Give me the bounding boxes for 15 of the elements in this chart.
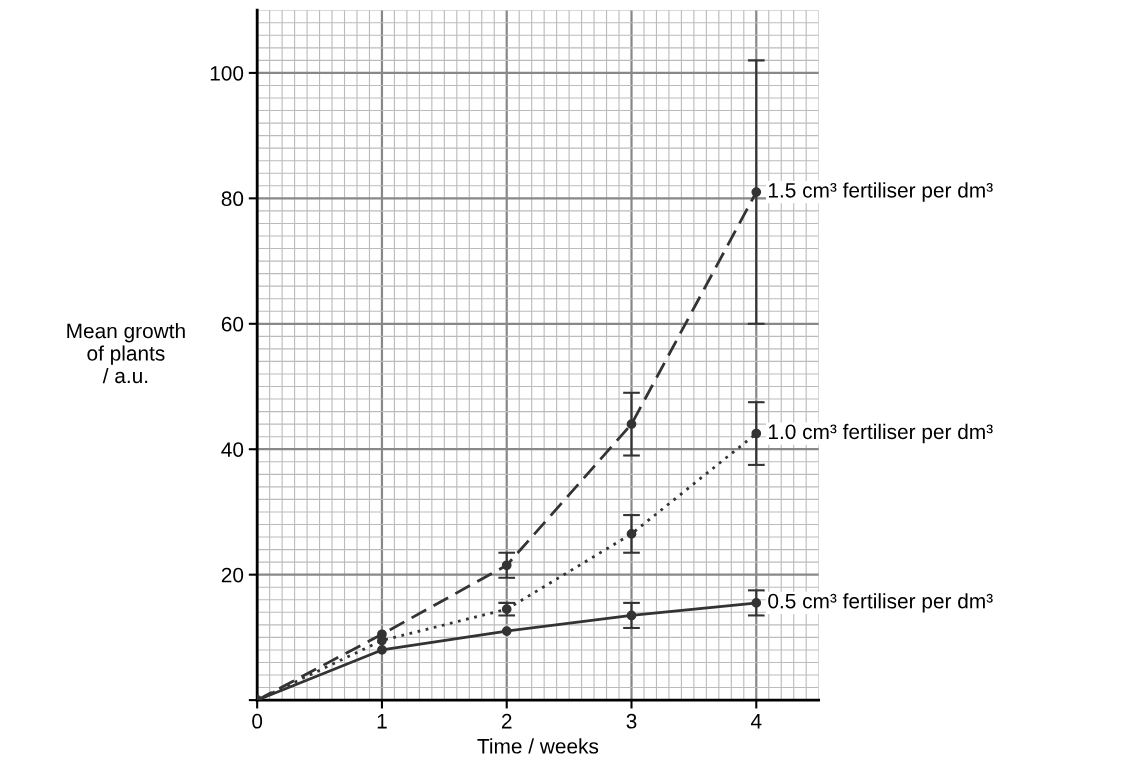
y-axis-title: Mean growth of plants / a.u. <box>67 323 185 384</box>
x-tick-label: 3 <box>626 713 637 729</box>
y-tick-label: 20 <box>221 567 244 583</box>
x-tick-label: 4 <box>750 714 762 729</box>
x-axis-title: Time / weeks <box>477 738 599 754</box>
x-tick-label: 1 <box>377 714 387 729</box>
x-tick-label: 2 <box>501 713 512 729</box>
y-tick-label: 100 <box>210 65 244 81</box>
y-tick-label: 60 <box>221 316 244 332</box>
series-label: 1.0 cm³ fertiliser per dm³ <box>768 423 993 444</box>
series-label: 0.5 cm³ fertiliser per dm³ <box>768 593 993 613</box>
y-tick-label: 80 <box>221 191 244 207</box>
x-tick-label: 0 <box>252 713 263 729</box>
series-label: 1.5 cm³ fertiliser per dm³ <box>768 182 993 202</box>
y-tick-label: 40 <box>221 442 244 457</box>
